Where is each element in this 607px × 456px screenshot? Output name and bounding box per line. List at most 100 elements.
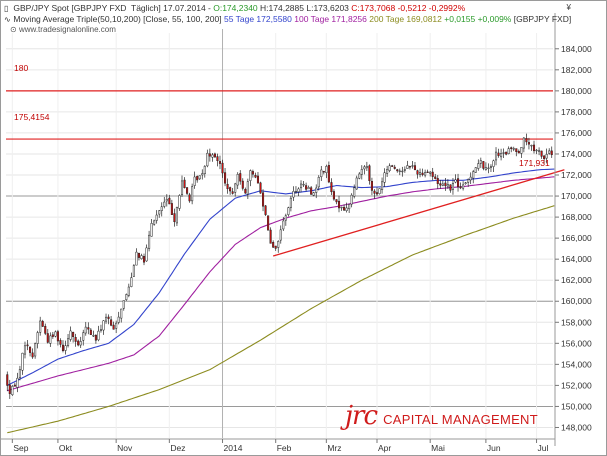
candle-down (13, 384, 16, 387)
candle-down (221, 162, 224, 174)
candle-down (510, 147, 513, 149)
candle-down (170, 203, 173, 215)
candle-up (163, 201, 166, 207)
candle-up (140, 255, 143, 259)
y-tick-label: 184,000 (561, 44, 592, 54)
candle-up (105, 316, 108, 322)
candle-down (434, 176, 437, 179)
candle-up (479, 160, 482, 164)
candle-up (477, 163, 480, 169)
candle-up (84, 326, 87, 334)
candle-up (489, 166, 492, 168)
candle-up (411, 165, 414, 167)
y-tick-label: 162,000 (561, 275, 592, 285)
candle-up (36, 332, 39, 344)
candle-down (373, 190, 376, 194)
y-tick-label: 152,000 (561, 380, 592, 390)
candle-up (191, 186, 194, 202)
y-tick-label: 158,000 (561, 317, 592, 327)
candle-up (348, 204, 351, 210)
y-tick-label: 156,000 (561, 338, 592, 348)
candle-down (327, 165, 330, 183)
candle-down (532, 144, 536, 152)
candle-down (274, 245, 277, 249)
candle-up (54, 331, 57, 337)
candle-up (424, 172, 427, 176)
candle-up (454, 179, 457, 183)
website-text: www.tradesignalonline.com (18, 25, 116, 34)
candle-down (173, 213, 176, 223)
candle-up (92, 335, 95, 337)
candle-up (297, 188, 300, 193)
candle-up (120, 308, 123, 319)
x-tick-label: Nov (117, 443, 133, 453)
candle-up (234, 183, 237, 193)
candle-up (464, 182, 467, 184)
candle-up (492, 160, 495, 167)
candle-down (330, 182, 333, 193)
candle-up (378, 188, 381, 194)
candle-up (340, 206, 343, 209)
candle-up (381, 181, 384, 190)
candle-down (436, 178, 439, 184)
open-value: O:174,2340 (213, 3, 258, 13)
candle-down (244, 189, 247, 194)
candle-up (494, 151, 498, 161)
candle-up (203, 166, 206, 175)
x-tick-label: Mai (431, 443, 445, 453)
candle-up (135, 251, 138, 266)
candle-up (429, 171, 432, 174)
x-tick-label: Mrz (327, 443, 341, 453)
y-tick-label: 180,000 (561, 86, 592, 96)
candle-up (358, 173, 361, 179)
candle-up (277, 241, 280, 248)
candle-down (226, 183, 229, 190)
candle-down (337, 200, 341, 209)
candle-up (502, 152, 505, 154)
candle-down (322, 170, 325, 173)
jrc-logo-text: CAPITAL MANAGEMENT (383, 412, 538, 427)
instrument-label: GBP/JPY Spot [GBPJPY FXD Täglich] 17.07.… (13, 3, 214, 13)
candle-down (72, 332, 75, 337)
candle-up (67, 338, 70, 347)
ma200-change: +0,0155 +0,009% (441, 14, 512, 24)
moving-average-icon: ∿ (4, 15, 11, 24)
candle-down (305, 185, 308, 190)
candle-up (406, 165, 409, 169)
candle-up (451, 182, 454, 190)
candle-up (180, 180, 184, 195)
candle-down (241, 180, 244, 189)
support-trendline (272, 169, 565, 257)
candle-up (419, 172, 422, 175)
x-tick-label: Dez (170, 443, 185, 453)
candle-up (39, 320, 42, 333)
candle-down (229, 187, 232, 192)
ma55-value: 55 Tage 172,5580 (221, 14, 292, 24)
candle-down (218, 161, 222, 164)
candle-up (82, 332, 85, 341)
candle-down (107, 316, 110, 319)
candle-up (487, 167, 490, 169)
candle-down (196, 176, 199, 181)
candle-up (160, 206, 163, 211)
candle-up (246, 181, 249, 195)
candle-up (69, 330, 72, 340)
candle-down (505, 151, 508, 155)
candle-down (543, 155, 546, 160)
candle-down (112, 324, 115, 330)
candle-down (256, 175, 260, 184)
x-tick-label: Apr (378, 443, 391, 453)
candle-up (500, 153, 503, 158)
x-tick-label: 2014 (224, 443, 243, 453)
candle-up (132, 265, 135, 277)
header-indicator-line: ∿ Moving Average Triple(50,10,200) [Clos… (4, 14, 571, 24)
candle-up (365, 166, 368, 169)
candle-up (201, 173, 204, 176)
trendline-value-label: 171,931 (519, 158, 550, 168)
y-tick-label: 170,000 (561, 191, 592, 201)
candle-down (224, 172, 227, 184)
candle-up (178, 195, 181, 209)
candle-up (530, 144, 533, 147)
candle-down (431, 171, 434, 177)
